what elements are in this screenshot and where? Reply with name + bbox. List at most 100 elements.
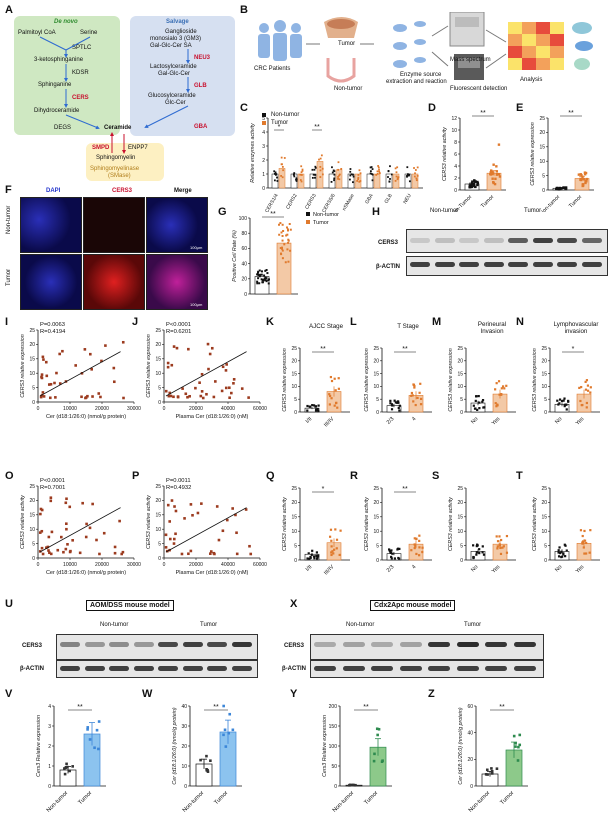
data-point [512,734,516,738]
data-point [333,173,336,176]
data-point [407,173,409,176]
f-dapi-tumor [20,254,82,310]
y-tick-label: 15 [457,371,463,377]
data-point [313,168,316,171]
y-tick-label: 3 [48,724,51,730]
panel-letter-r: R [350,470,358,482]
data-point [309,555,312,559]
data-point [557,403,560,406]
y-axis-label: CERS3 relative expression [146,334,152,397]
data-point [308,557,311,560]
y-axis-label: CERS3 relative expression [20,334,26,397]
c-legend-tumor: Tumor [271,120,289,126]
smase-smpd: SMPD [92,145,110,151]
data-point [63,772,67,776]
data-point [395,175,398,178]
data-point [329,394,332,398]
data-point [65,522,68,526]
data-point [586,384,590,387]
smase-box [86,143,164,181]
significance-mark: * [322,486,325,493]
y-tick-label: 3 [262,144,265,150]
data-point [337,176,339,178]
data-point [408,174,410,177]
data-point [349,168,352,170]
data-point [412,383,416,386]
denovo-kdsr: KDSR [72,70,89,76]
data-point [328,403,331,406]
data-point [494,402,497,405]
data-point [267,278,270,281]
data-point [559,187,562,191]
data-point [414,545,417,548]
data-point [231,507,234,510]
data-point [300,171,303,174]
tubes-icon [393,21,426,68]
data-point [317,409,320,413]
data-point [287,241,290,244]
data-point [49,499,53,503]
data-point [388,548,391,551]
y-tick-label: 0 [460,410,463,416]
data-point [475,553,478,556]
x-tick-label: Tumor [480,194,495,209]
data-point [372,759,376,763]
data-point [172,542,176,545]
data-point [256,282,259,285]
data-point [514,745,517,748]
panel-letter-p: P [132,470,140,482]
panel-letter-h: H [372,206,380,218]
data-point [47,549,50,552]
y-tick-label: 60 [467,704,473,710]
data-point [470,181,474,185]
y-tick-label: 20 [155,498,161,504]
data-point [415,552,418,556]
blot-band [182,666,203,671]
h-row-cers3: CERS3 [378,240,399,246]
salvage-title: Salvage [166,19,189,25]
y-tick-label: 0 [454,188,457,194]
data-point [224,386,228,390]
data-point [282,229,285,232]
data-point [516,759,520,762]
data-point [502,545,505,548]
data-point [183,517,186,520]
data-point [398,409,401,412]
data-point [390,173,393,176]
y-tick-label: 0 [460,558,463,564]
data-point [209,552,212,555]
fluorescent-icon [454,54,484,80]
y-tick-label: 20 [155,342,161,348]
data-point [335,538,339,541]
blot-band [459,262,479,267]
blot-band [428,666,450,671]
data-point [490,772,494,775]
x-tick-label: Non-tumor [46,790,70,814]
data-point [474,399,477,402]
stat-p: P<0.0001 [40,478,65,484]
data-point [288,223,291,226]
blot-band [428,642,450,647]
blot-band [231,642,252,647]
y-axis-label: CERS3 relative activity [364,497,370,551]
data-point [48,551,51,555]
data-point [273,179,276,182]
data-point [213,552,216,556]
data-point [278,233,281,236]
data-point [276,176,278,179]
data-point [86,726,90,729]
denovo-serine: Serine [80,30,98,36]
data-point [286,228,289,231]
x-tick-label: 0 [163,406,166,412]
data-point [586,389,590,392]
x-axis-label: Cer (d18:1/26:0) (nmol/g protein) [46,570,126,576]
data-point [556,188,559,191]
panel-letter-s: S [432,470,440,482]
data-point [66,543,69,546]
data-point [413,167,415,169]
x-tick-label: 0 [37,562,40,568]
data-point [329,528,333,531]
